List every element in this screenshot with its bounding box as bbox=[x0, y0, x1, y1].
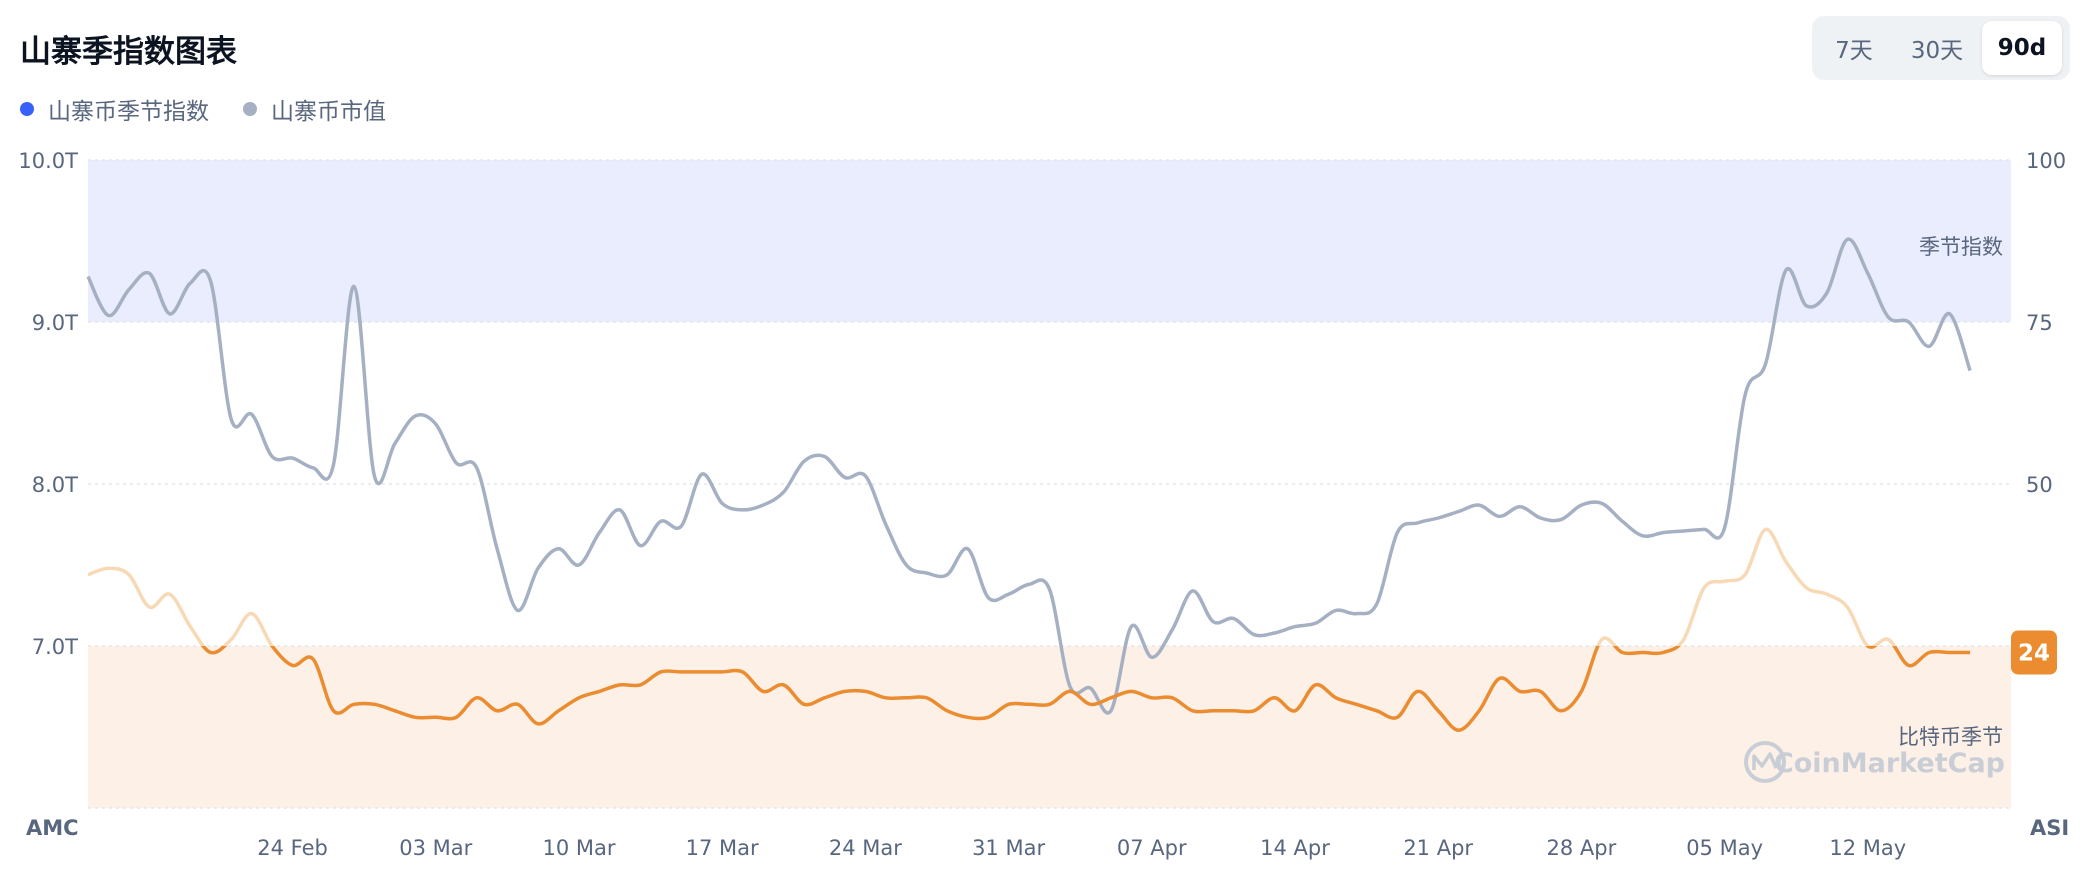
y-right-tick-label: 50 bbox=[2026, 473, 2053, 497]
y-right-tick-label: 100 bbox=[2026, 149, 2066, 173]
legend-item-altcoin-season-index[interactable]: 山寨币季节指数 bbox=[20, 92, 209, 126]
y-left-tick-label: 9.0T bbox=[32, 311, 78, 335]
current-value-badge bbox=[2011, 630, 2057, 675]
current-value-badge-text: 24 bbox=[2018, 640, 2050, 666]
series-line-altcoin-market-cap bbox=[86, 237, 1972, 715]
legend-label: 山寨币季节指数 bbox=[48, 99, 209, 125]
coinmarketcap-icon bbox=[1744, 741, 1786, 783]
x-tick-label: 31 Mar bbox=[972, 836, 1045, 860]
range-7d-button[interactable]: 7天 bbox=[1835, 38, 1873, 64]
series-line-altcoin-season-index bbox=[200, 646, 1971, 732]
range-90d-button[interactable]: 90d bbox=[1982, 21, 2062, 75]
x-tick-label: 24 Feb bbox=[257, 836, 328, 860]
page-title: 山寨季指数图表 bbox=[20, 34, 237, 70]
x-tick-label: 07 Apr bbox=[1117, 836, 1187, 860]
legend-item-altcoin-market-cap[interactable]: 山寨币市值 bbox=[243, 92, 386, 126]
coinmarketcap-logo bbox=[1744, 741, 1786, 783]
y-left-tick-label: 10.0T bbox=[18, 149, 78, 173]
y-left-tick-label: 7.0T bbox=[32, 635, 78, 659]
band-label-bitcoin-season: 比特币季节 bbox=[1898, 725, 2003, 749]
watermark-text: CoinMarketCap bbox=[1774, 748, 2005, 779]
x-tick-label: 24 Mar bbox=[829, 836, 902, 860]
y-left-axis-label: AMC bbox=[26, 816, 79, 840]
legend-dot-icon bbox=[20, 102, 34, 116]
legend-label: 山寨币市值 bbox=[271, 99, 386, 125]
x-tick-label: 05 May bbox=[1686, 836, 1763, 860]
x-tick-label: 17 Mar bbox=[686, 836, 759, 860]
x-tick-label: 10 Mar bbox=[542, 836, 615, 860]
season-band bbox=[88, 646, 2011, 808]
x-tick-label: 14 Apr bbox=[1260, 836, 1330, 860]
coinmarketcap-icon-mark bbox=[1752, 752, 1778, 770]
chart-legend: 山寨币季节指数 山寨币市值 bbox=[20, 92, 420, 126]
x-tick-label: 03 Mar bbox=[399, 836, 472, 860]
band-label-altcoin-season: 季节指数 bbox=[1919, 235, 2003, 259]
y-right-axis-label: ASI bbox=[2030, 816, 2069, 840]
x-tick-label: 28 Apr bbox=[1547, 836, 1617, 860]
y-left-tick-label: 8.0T bbox=[32, 473, 78, 497]
range-30d-button[interactable]: 30天 bbox=[1910, 38, 1964, 64]
x-tick-label: 12 May bbox=[1829, 836, 1906, 860]
range-toggle: 7天 30天 90d bbox=[1812, 16, 2070, 80]
x-tick-label: 21 Apr bbox=[1403, 836, 1473, 860]
y-right-tick-label: 75 bbox=[2026, 311, 2053, 335]
legend-dot-icon bbox=[243, 102, 257, 116]
season-band bbox=[88, 160, 2011, 322]
